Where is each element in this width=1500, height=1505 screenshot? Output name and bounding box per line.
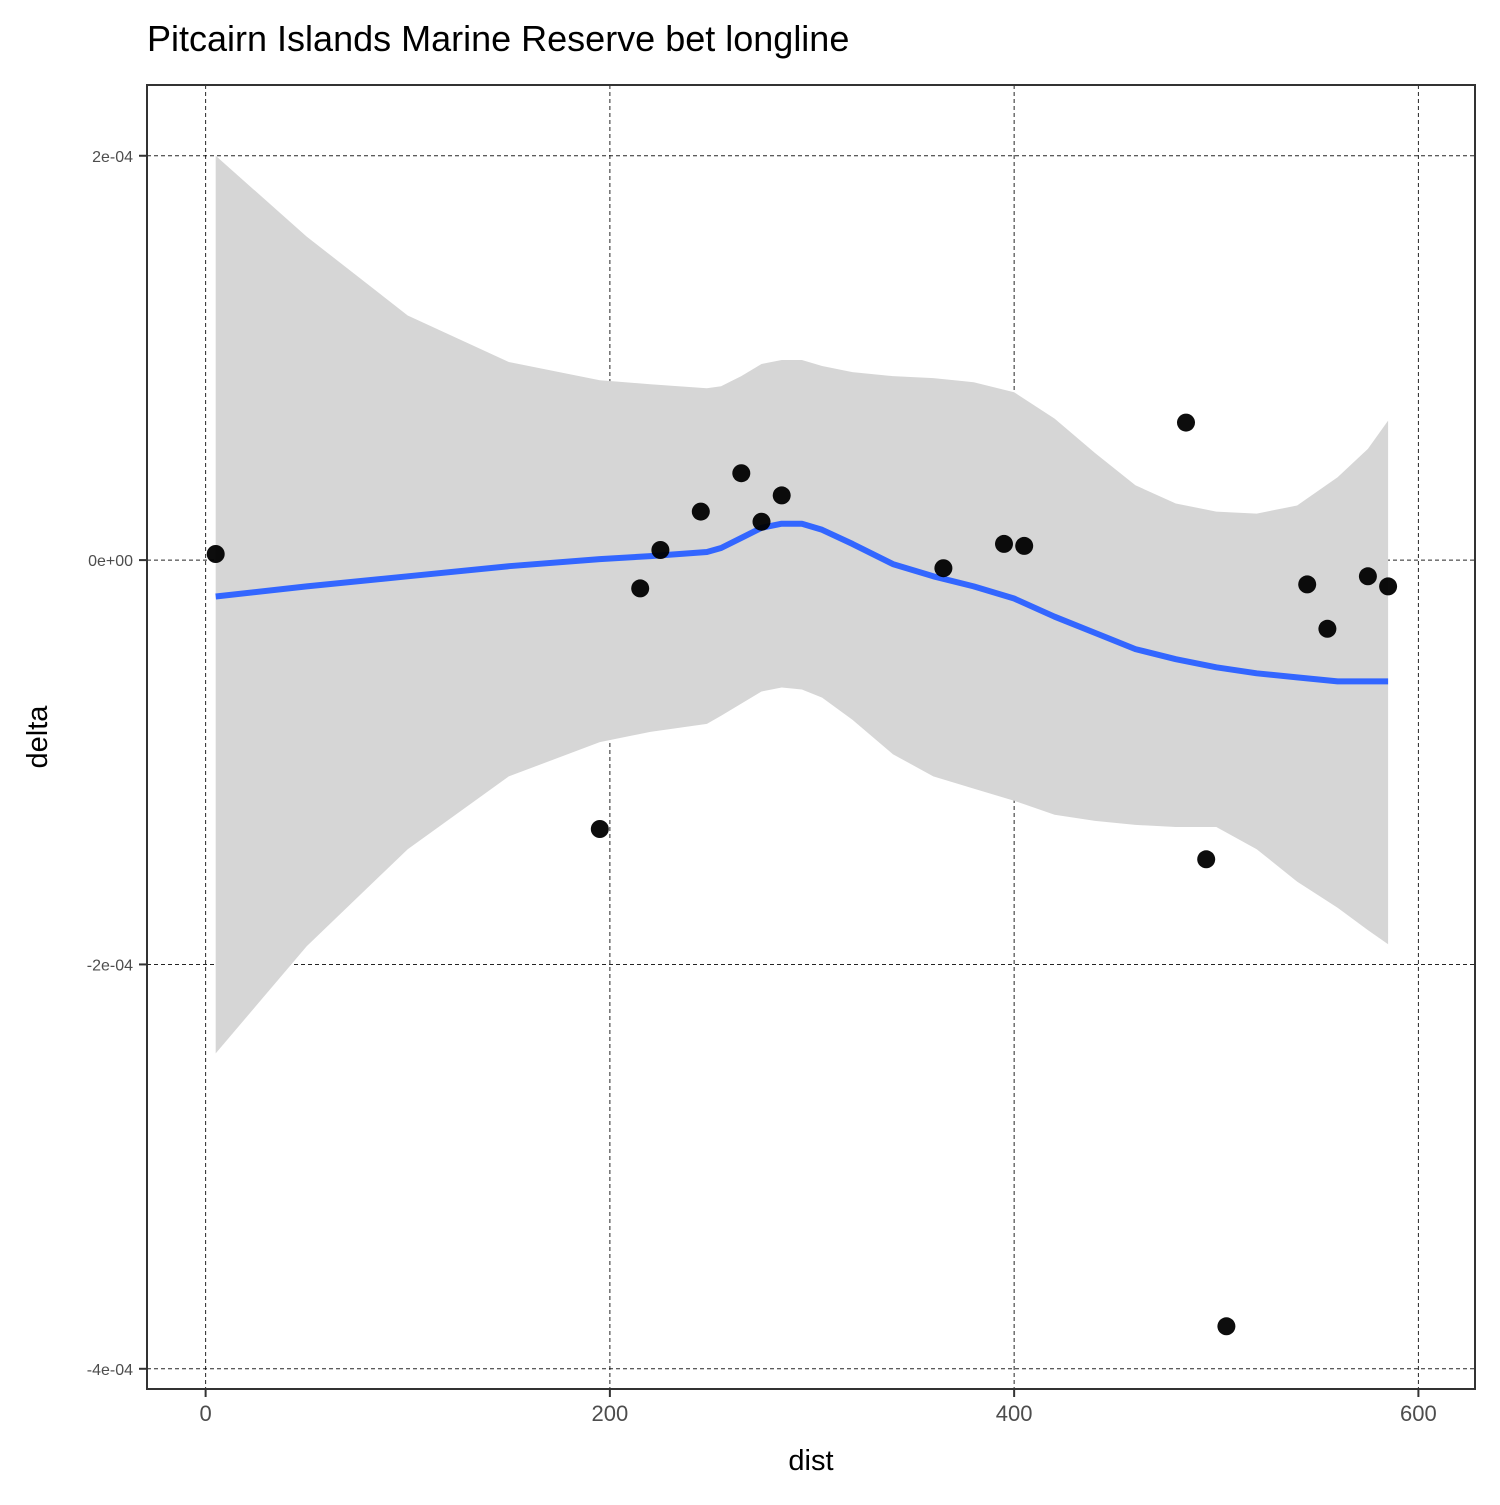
- data-point: [752, 512, 771, 531]
- confidence-ribbon: [215, 155, 1389, 1054]
- data-point: [1015, 536, 1034, 555]
- data-point: [1379, 577, 1398, 596]
- y-tick-label: -4e-04: [87, 1362, 133, 1379]
- data-point: [1217, 1317, 1236, 1336]
- data-point: [206, 545, 225, 563]
- data-point: [934, 559, 953, 578]
- data-point: [651, 541, 670, 559]
- data-point: [1298, 575, 1317, 594]
- x-axis-title: dist: [788, 1445, 833, 1477]
- data-point: [1358, 567, 1377, 586]
- data-point: [995, 534, 1013, 553]
- smooth-line-layer: [215, 520, 1389, 685]
- data-point: [590, 820, 609, 838]
- data-point: [772, 486, 791, 505]
- panel-border: [146, 84, 1476, 1390]
- data-point: [1318, 619, 1337, 638]
- y-axis-title: delta: [22, 705, 54, 769]
- y-tick-label: -2e-04: [87, 957, 133, 974]
- smooth-line: [215, 520, 1389, 685]
- data-point: [732, 464, 751, 483]
- confidence-ribbon-layer: [215, 155, 1389, 1054]
- axes: 0 200 400 600 2e-04 0e+00 -2e-04 -4e-04: [87, 149, 1437, 1426]
- data-point: [1197, 850, 1216, 869]
- data-point: [691, 502, 710, 521]
- y-tick-label: 2e-04: [92, 149, 133, 166]
- chart-title: Pitcairn Islands Marine Reserve bet long…: [147, 18, 849, 59]
- data-point: [631, 579, 650, 598]
- y-tick-label: 0e+00: [88, 553, 133, 570]
- x-tick-label: 400: [996, 1401, 1033, 1426]
- data-points: [206, 413, 1398, 1336]
- x-tick-label: 200: [592, 1401, 629, 1426]
- data-point: [1177, 413, 1195, 432]
- x-tick-label: 0: [199, 1401, 211, 1426]
- x-tick-label: 600: [1400, 1401, 1437, 1426]
